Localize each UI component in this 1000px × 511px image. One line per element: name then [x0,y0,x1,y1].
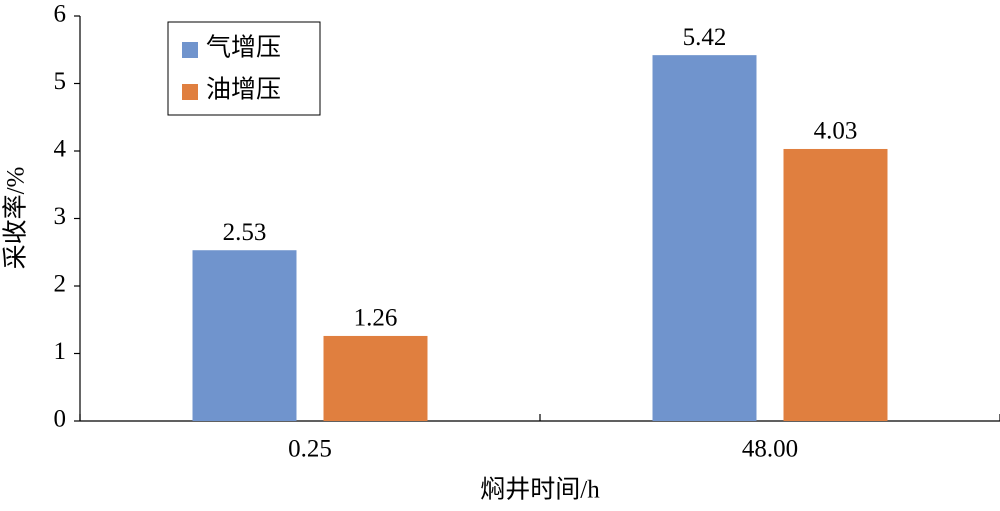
x-tick-label: 0.25 [288,436,332,463]
y-tick-label: 6 [54,1,67,28]
value-label: 1.26 [354,305,398,332]
y-tick-label: 5 [54,68,67,95]
y-tick-label: 3 [54,203,67,230]
legend-swatch [182,84,198,100]
legend-label: 气增压 [206,34,281,62]
legend-swatch [182,42,198,58]
y-axis-label: 采收率/% [2,167,30,270]
bar [192,250,297,421]
bar [783,148,888,421]
value-label: 2.53 [223,219,267,246]
value-label: 5.42 [683,24,727,51]
bar [323,335,428,421]
x-tick-label: 48.00 [742,436,798,463]
value-label: 4.03 [814,118,858,145]
y-tick-label: 1 [54,338,67,365]
y-tick-label: 0 [54,406,67,433]
y-tick-label: 4 [54,136,67,163]
y-tick-label: 2 [54,271,67,298]
x-axis-label: 焖井时间/h [480,476,600,504]
legend-label: 油增压 [206,76,281,104]
bar [652,55,757,422]
